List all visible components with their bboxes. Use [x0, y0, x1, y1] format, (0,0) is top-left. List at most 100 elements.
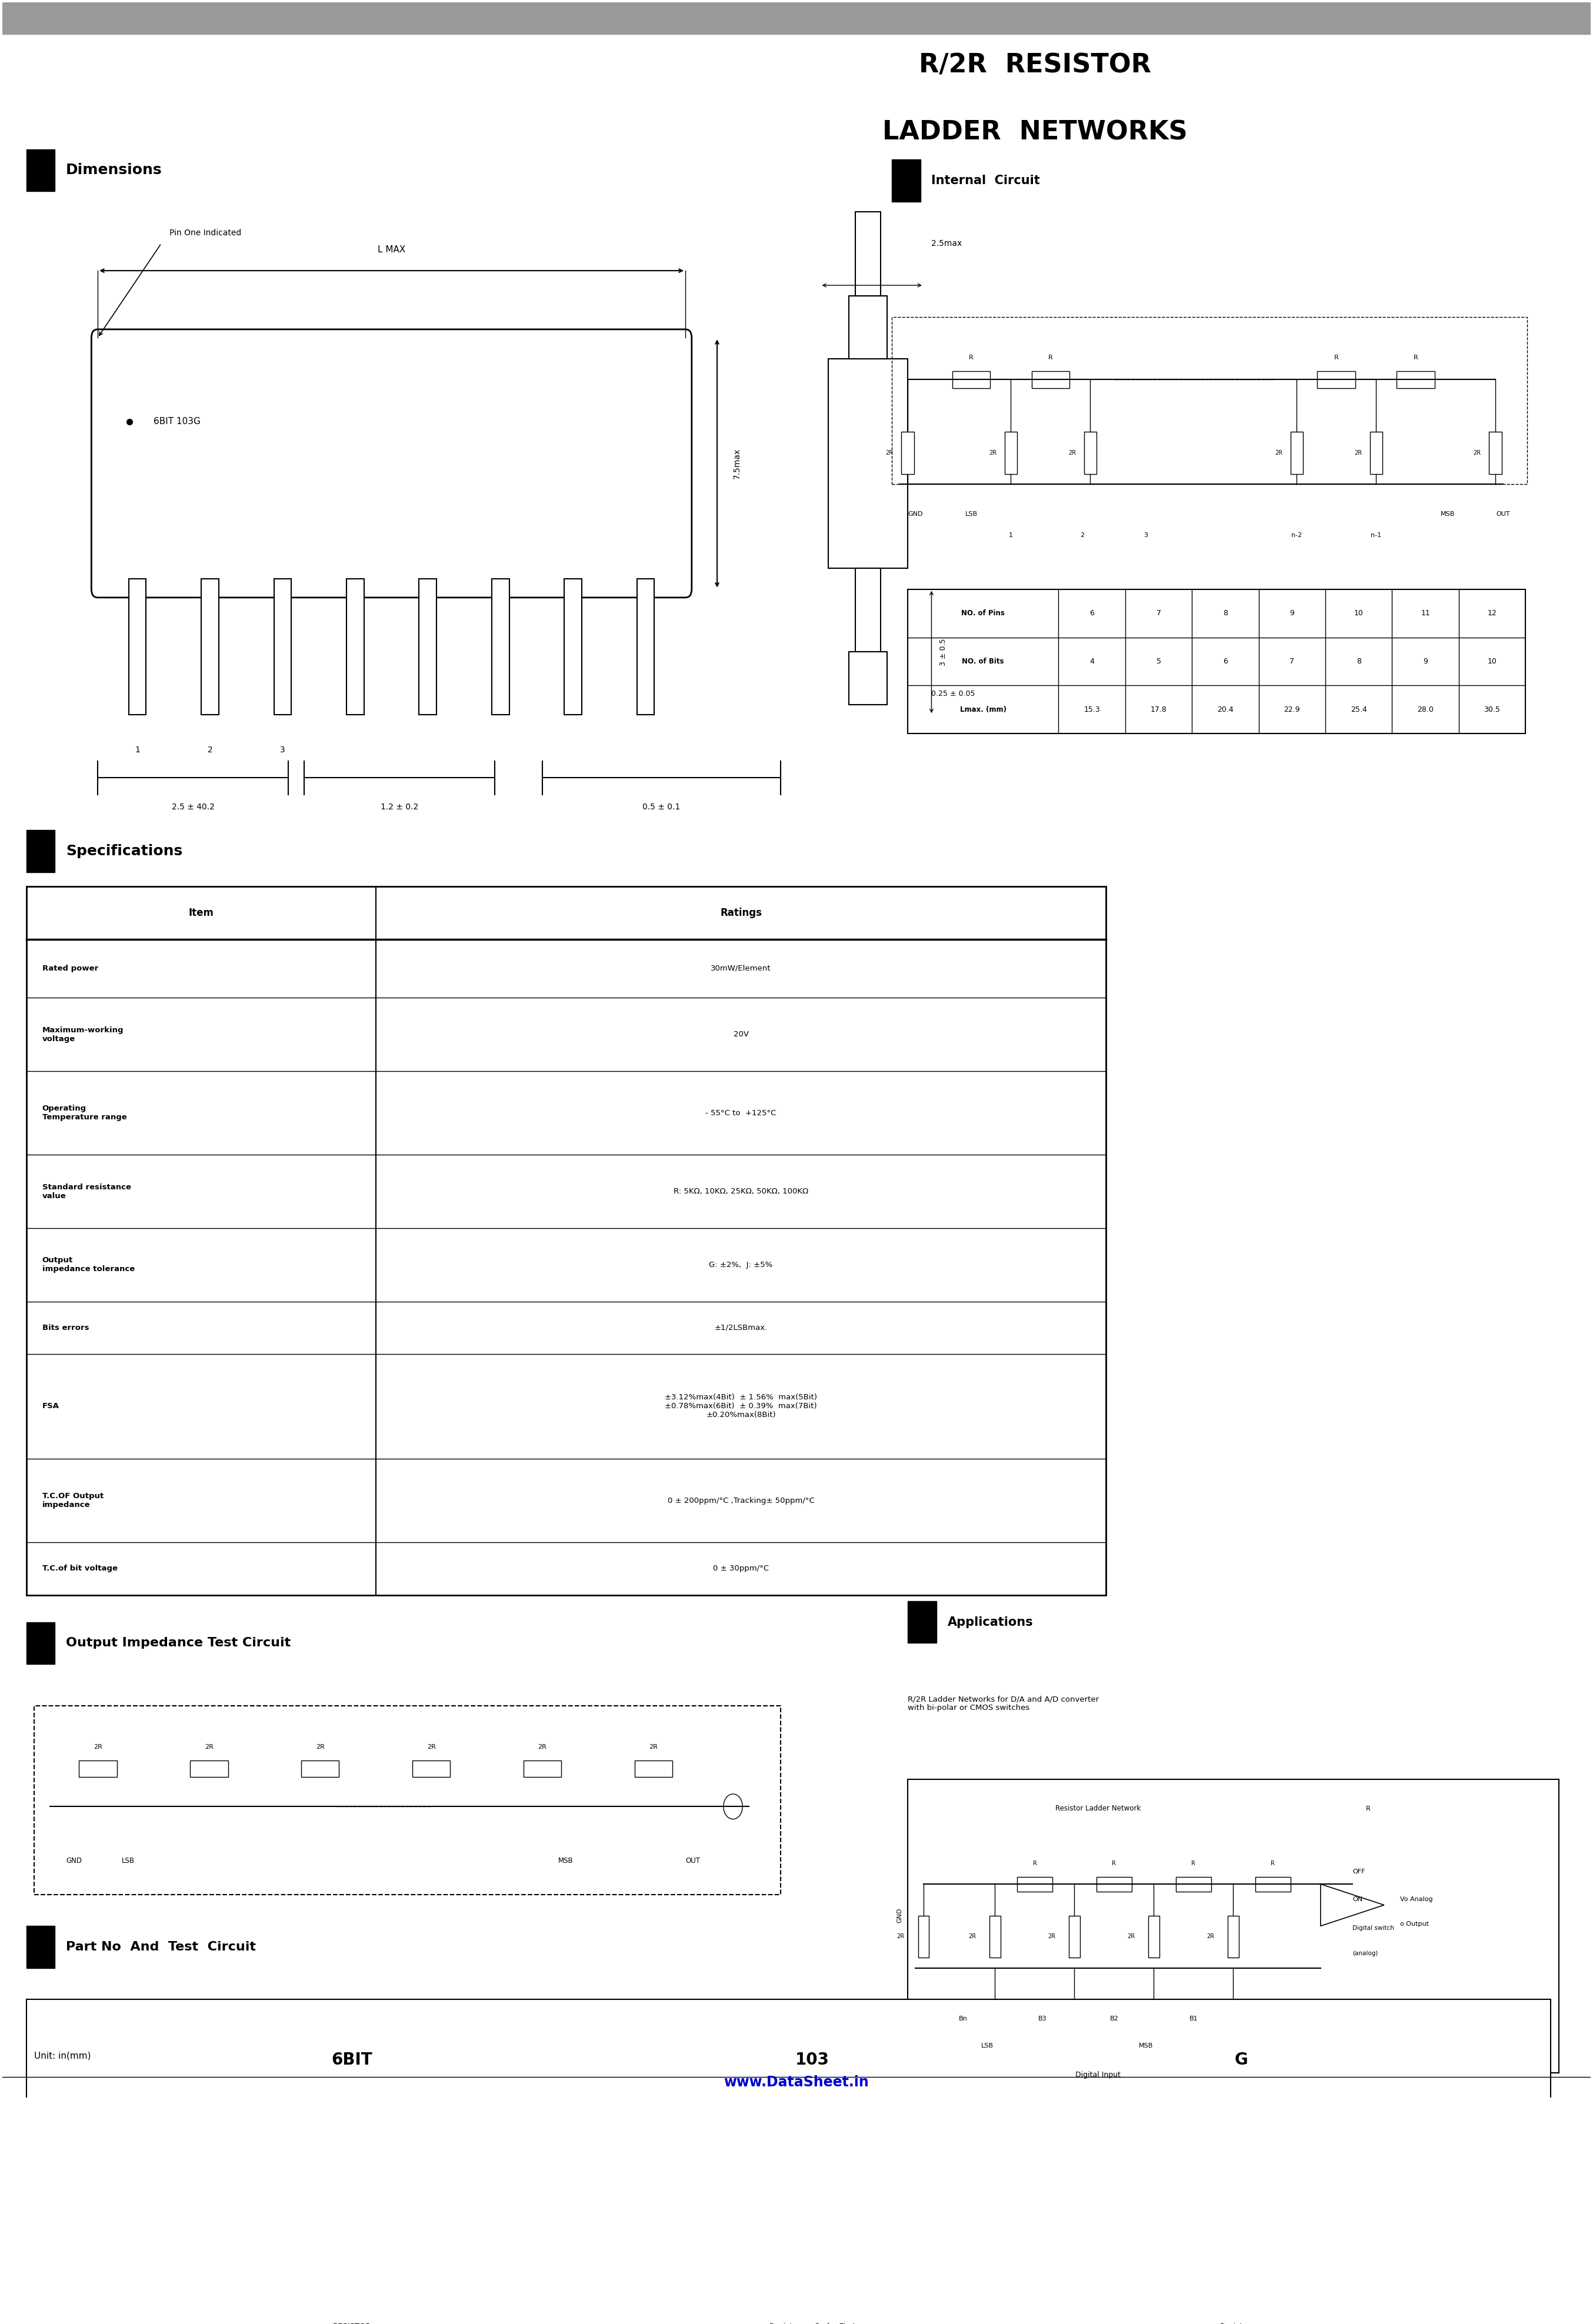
- Text: 8: 8: [1356, 658, 1360, 665]
- Bar: [145, 2250, 558, 2324]
- Text: 6BIT 103G: 6BIT 103G: [153, 416, 201, 425]
- Bar: [25, 830, 54, 872]
- Text: 3: 3: [280, 746, 285, 755]
- Text: Unit: in(mm): Unit: in(mm): [33, 2052, 91, 2059]
- Text: 20V: 20V: [733, 1030, 749, 1039]
- Text: 30mW/Element: 30mW/Element: [710, 964, 771, 971]
- Bar: [908, 1780, 1560, 2073]
- Text: Part No  And  Test  Circuit: Part No And Test Circuit: [65, 1941, 256, 1952]
- Text: OUT: OUT: [1496, 511, 1510, 516]
- Text: 1.2 ± 0.2: 1.2 ± 0.2: [381, 802, 419, 811]
- Polygon shape: [1321, 1885, 1384, 1927]
- Bar: [902, 432, 914, 474]
- Text: 3: 3: [1144, 532, 1149, 537]
- Text: R: R: [1048, 356, 1053, 360]
- Text: ±3.12%max(4Bit)  ± 1.56%  max(5Bit)
±0.78%max(6Bit)  ± 0.39%  max(7Bit)
±0.20%ma: ±3.12%max(4Bit) ± 1.56% max(5Bit) ±0.78%…: [664, 1394, 817, 1420]
- Text: 2R: 2R: [969, 1934, 977, 1941]
- FancyBboxPatch shape: [91, 330, 691, 597]
- Bar: [637, 579, 655, 716]
- Text: R: R: [1192, 1862, 1196, 1866]
- Bar: [78, 1762, 116, 1778]
- Bar: [33, 1706, 781, 1894]
- Bar: [25, 1927, 54, 1968]
- Text: 20.4: 20.4: [1217, 706, 1233, 713]
- Text: 2R: 2R: [989, 451, 997, 456]
- Text: 2R: 2R: [94, 1743, 102, 1750]
- Text: 1: 1: [135, 746, 140, 755]
- Text: LSB: LSB: [121, 1857, 134, 1864]
- Text: Maximum-working
voltage: Maximum-working voltage: [41, 1027, 124, 1043]
- Text: Output Impedance Test Circuit: Output Impedance Test Circuit: [65, 1636, 292, 1650]
- Text: B2: B2: [1110, 2015, 1118, 2022]
- Text: 2R: 2R: [650, 1743, 658, 1750]
- Text: R: R: [1365, 1806, 1370, 1813]
- Bar: [1370, 432, 1383, 474]
- Bar: [1489, 432, 1502, 474]
- Text: R: R: [969, 356, 973, 360]
- Bar: [1096, 1878, 1131, 1892]
- Bar: [1035, 2250, 1448, 2324]
- Text: 3 ± 0.5: 3 ± 0.5: [940, 639, 948, 665]
- Text: Output
impedance tolerance: Output impedance tolerance: [41, 1257, 135, 1274]
- Text: 1: 1: [1008, 532, 1013, 537]
- Bar: [1149, 1915, 1160, 1957]
- Text: 6BIT: 6BIT: [331, 2052, 373, 2068]
- Text: 7: 7: [1157, 609, 1161, 618]
- Text: 0.5 ± 0.1: 0.5 ± 0.1: [642, 802, 680, 811]
- Bar: [1317, 372, 1356, 388]
- Bar: [492, 579, 510, 716]
- Text: 8: 8: [1223, 609, 1228, 618]
- Bar: [828, 358, 908, 567]
- Bar: [25, 149, 54, 191]
- Text: 4: 4: [1090, 658, 1094, 665]
- Text: MSB: MSB: [558, 1857, 573, 1864]
- Text: Dimensions: Dimensions: [65, 163, 162, 177]
- Text: MSB: MSB: [1440, 511, 1454, 516]
- Text: R: R: [1271, 1862, 1274, 1866]
- Bar: [25, 1622, 54, 1664]
- Text: 2R: 2R: [1048, 1934, 1055, 1941]
- Bar: [419, 579, 436, 716]
- Text: G: G: [1235, 2052, 1247, 2068]
- Text: Specifications: Specifications: [65, 844, 183, 858]
- Text: o Output: o Output: [1400, 1922, 1429, 1927]
- Text: 2.5 ± 40.2: 2.5 ± 40.2: [172, 802, 215, 811]
- Text: 5: 5: [1157, 658, 1161, 665]
- Text: GND: GND: [65, 1857, 81, 1864]
- Text: 2.5max: 2.5max: [932, 239, 962, 249]
- Text: 17.8: 17.8: [1150, 706, 1166, 713]
- Text: 2: 2: [207, 746, 212, 755]
- Bar: [1290, 432, 1303, 474]
- Text: - 55°C to  +125°C: - 55°C to +125°C: [706, 1109, 776, 1118]
- Text: B1: B1: [1190, 2015, 1198, 2022]
- Text: R: R: [1032, 1862, 1037, 1866]
- Text: R: R: [1413, 356, 1418, 360]
- Text: 0 ± 30ppm/°C: 0 ± 30ppm/°C: [714, 1564, 769, 1573]
- Bar: [190, 1762, 228, 1778]
- Bar: [1005, 432, 1018, 474]
- Text: Pin One Indicated: Pin One Indicated: [169, 228, 241, 237]
- Text: 2R: 2R: [1126, 1934, 1134, 1941]
- Text: www.DataSheet.in: www.DataSheet.in: [723, 2075, 870, 2089]
- Text: GND: GND: [908, 511, 922, 516]
- Text: 2R: 2R: [204, 1743, 213, 1750]
- Text: 2R: 2R: [1069, 451, 1075, 456]
- Text: NO. of Bits: NO. of Bits: [962, 658, 1004, 665]
- Text: T.C.of bit voltage: T.C.of bit voltage: [41, 1564, 118, 1573]
- Bar: [25, 888, 1106, 1594]
- Text: Item: Item: [188, 909, 213, 918]
- Text: 0 ± 200ppm/°C ,Tracking± 50ppm/°C: 0 ± 200ppm/°C ,Tracking± 50ppm/°C: [667, 1497, 814, 1504]
- Bar: [129, 579, 147, 716]
- Text: Bits errors: Bits errors: [41, 1325, 89, 1332]
- Text: Internal  Circuit: Internal Circuit: [932, 174, 1040, 186]
- Text: 2R: 2R: [1274, 451, 1282, 456]
- Bar: [908, 1601, 937, 1643]
- Bar: [524, 1762, 561, 1778]
- Text: 10: 10: [1488, 658, 1497, 665]
- Text: n-2: n-2: [1292, 532, 1301, 537]
- Text: 0.25 ± 0.05: 0.25 ± 0.05: [932, 690, 975, 697]
- Text: 2R: 2R: [315, 1743, 325, 1750]
- Bar: [892, 160, 921, 202]
- Text: 22.9: 22.9: [1284, 706, 1300, 713]
- Text: 2R: 2R: [427, 1743, 435, 1750]
